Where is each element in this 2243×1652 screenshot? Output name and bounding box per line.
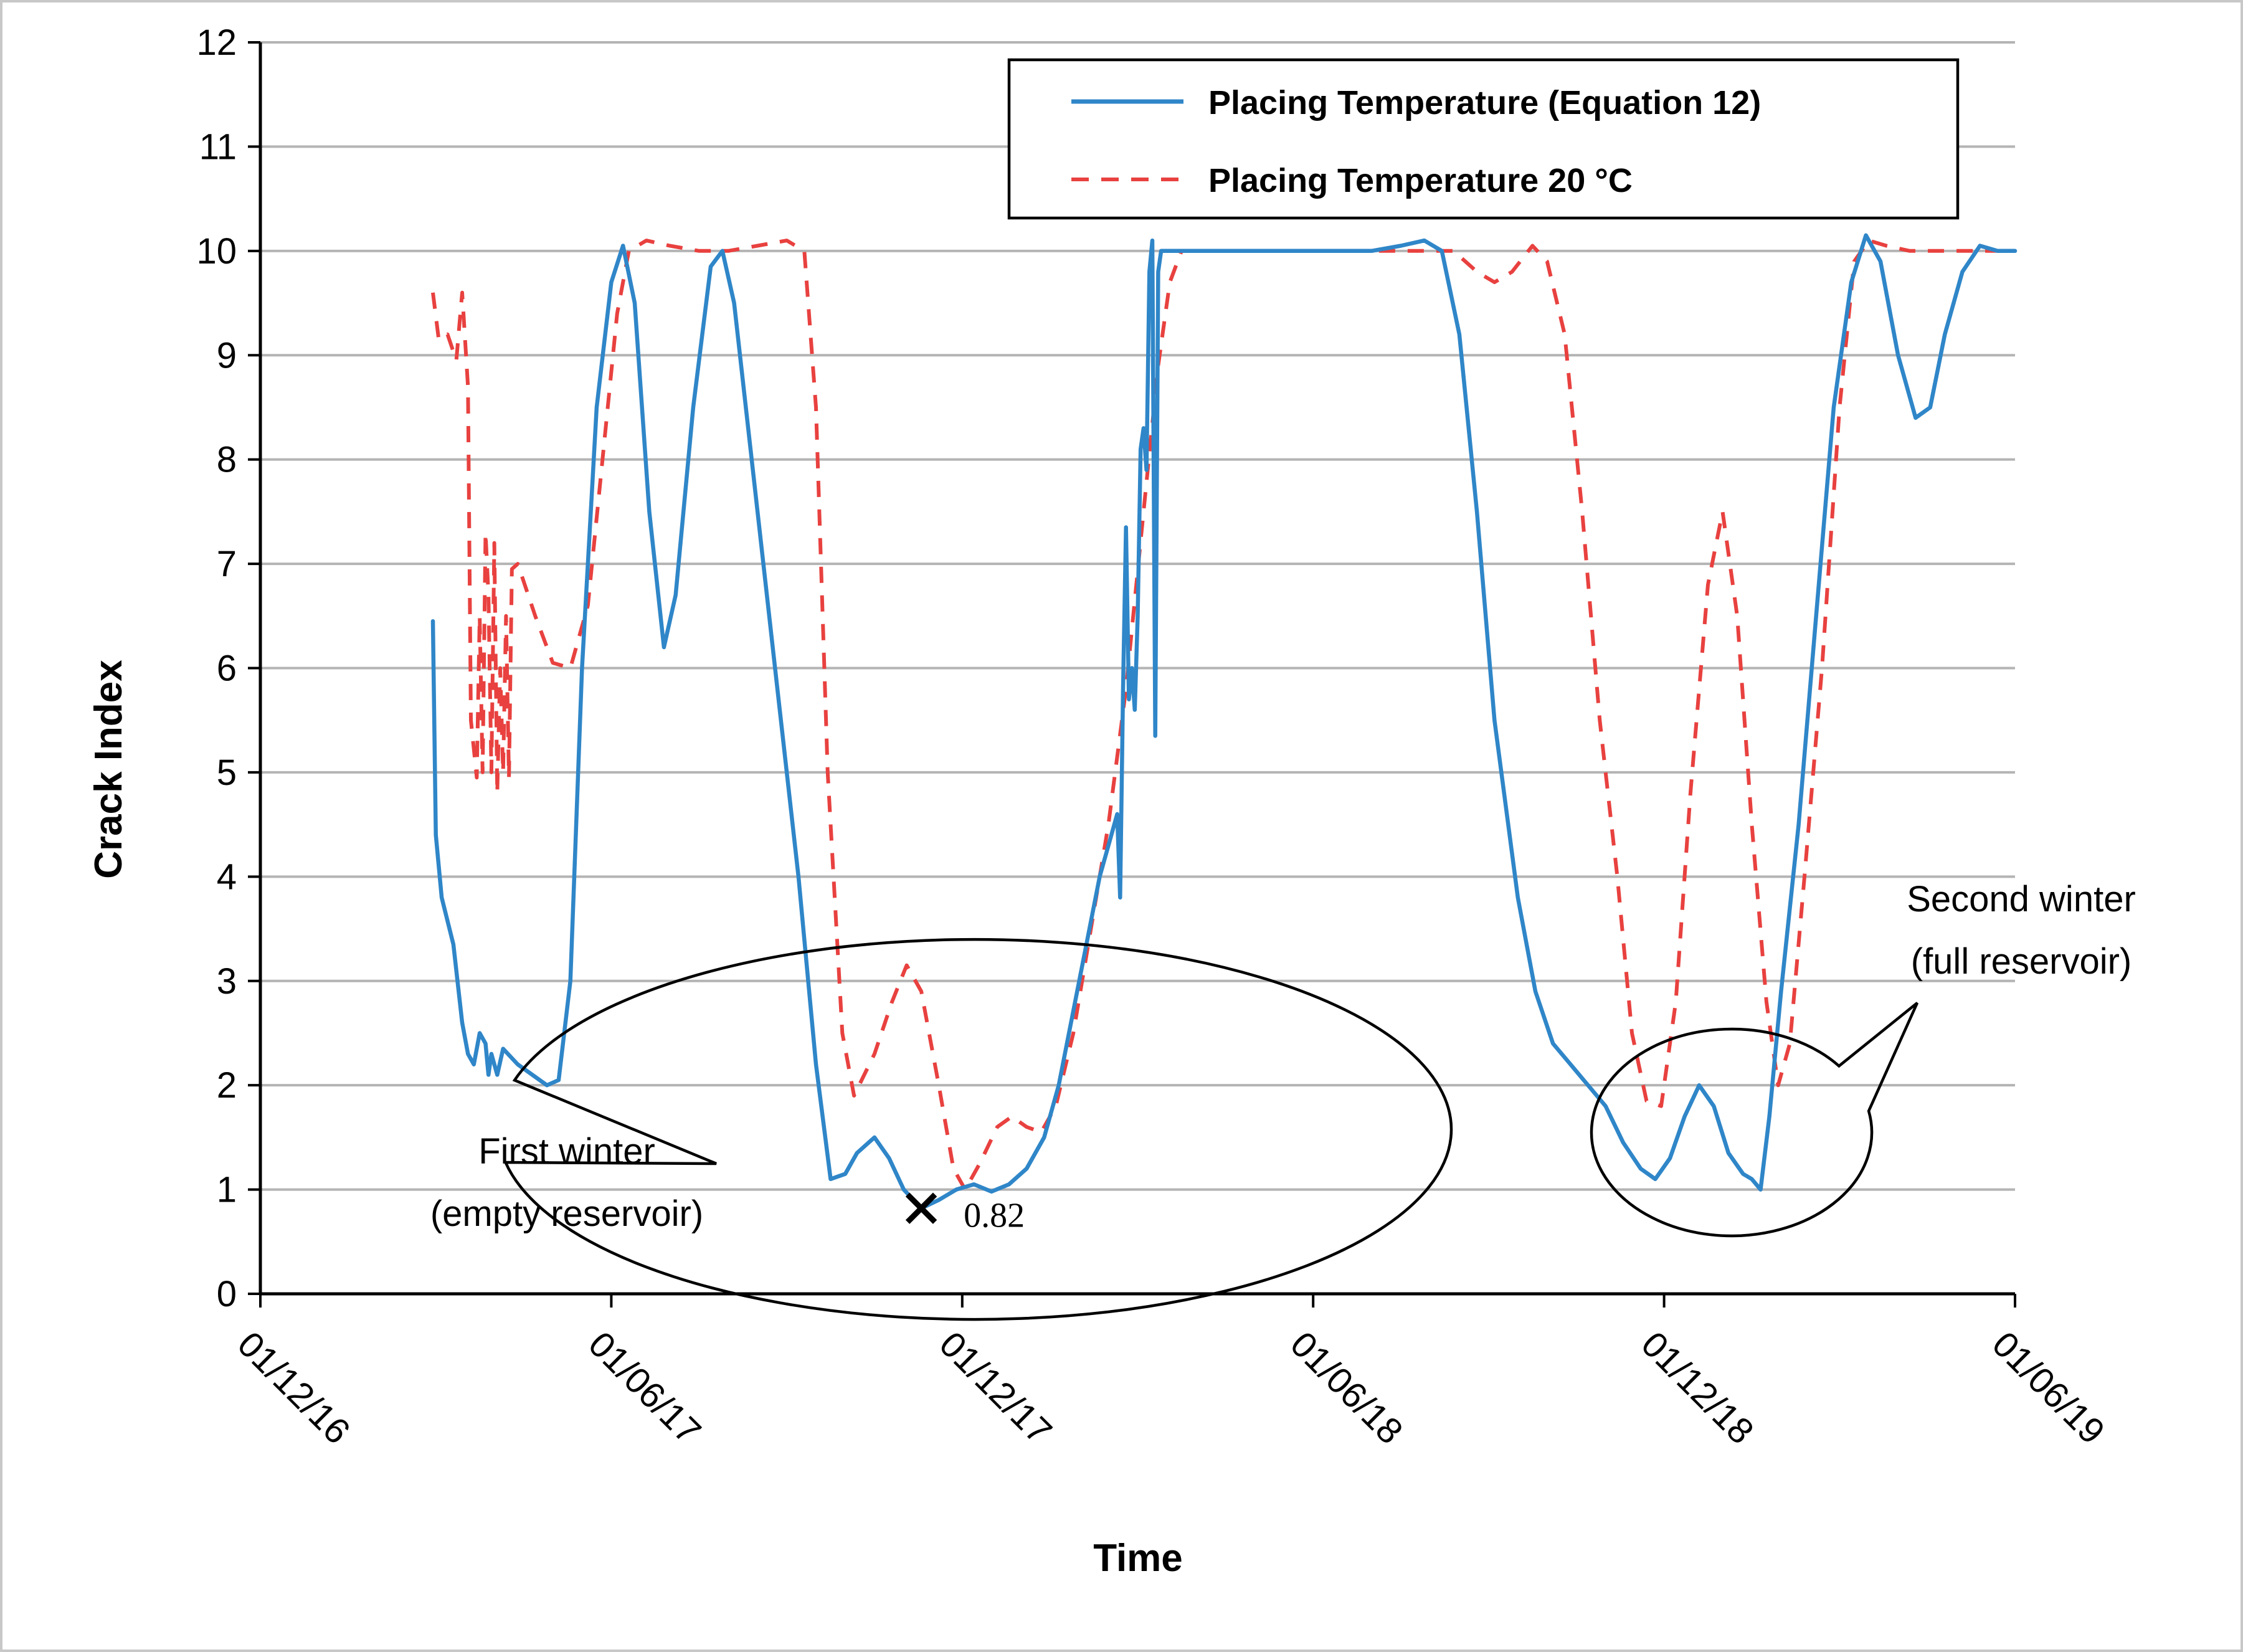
y-axis-title: Crack Index [87, 660, 130, 879]
first-winter-callout-bubble [503, 938, 1453, 1321]
x-axis-title: Time [1093, 1537, 1183, 1580]
y-tick-label: 0 [217, 1274, 237, 1314]
series-line-0 [430, 233, 2018, 1210]
y-tick-label: 6 [217, 648, 237, 689]
second-winter-label-line2: (full reservoir) [1911, 941, 2132, 982]
y-tick-label: 3 [217, 961, 237, 1002]
series-line-1 [431, 239, 2015, 1192]
legend-box [1007, 58, 1960, 220]
y-tick-label: 10 [196, 231, 237, 272]
legend: Placing Temperature (Equation 12) Placin… [1007, 58, 1960, 220]
second-winter-label-line1: Second winter [1907, 879, 2136, 919]
first-winter-label-line1: First winter [478, 1131, 655, 1172]
y-tick-label: 8 [217, 440, 237, 480]
gridlines [260, 41, 2015, 1191]
legend-label-20c: Placing Temperature 20 °C [1208, 162, 1633, 199]
min-marker-stroke [905, 1192, 937, 1224]
y-tick-label: 12 [196, 22, 237, 63]
first-winter-label-line2: (empty reservoir) [430, 1194, 703, 1234]
y-tick-label: 4 [217, 857, 237, 897]
y-tick-label: 9 [217, 335, 237, 376]
y-tick-label: 11 [199, 126, 237, 167]
series-layer [430, 233, 2018, 1210]
y-tick-label: 2 [217, 1065, 237, 1106]
y-tick-label: 5 [217, 752, 237, 793]
second-winter-callout-bubble [1590, 1002, 1919, 1238]
min-value-label: 0.82 [964, 1197, 1025, 1235]
y-tick-label: 1 [217, 1170, 237, 1210]
y-tick-label: 7 [217, 544, 237, 584]
legend-label-equation12: Placing Temperature (Equation 12) [1208, 84, 1761, 121]
minimum-marker: 0.82 [905, 1192, 1025, 1235]
